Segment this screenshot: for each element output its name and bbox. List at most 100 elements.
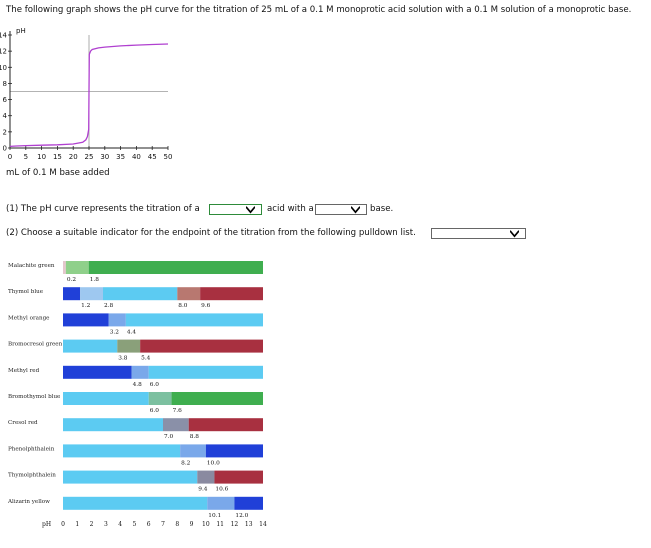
- ph-axis-tick: 2: [90, 521, 94, 528]
- range-label: 1.8: [90, 277, 100, 283]
- indicator-color-segment: [177, 287, 201, 301]
- ph-axis-tick: 8: [175, 521, 179, 528]
- range-label: 0.2: [67, 277, 77, 283]
- y-tick-label: 12: [0, 48, 7, 56]
- ph-titration-chart: 0 2 4 6 8 10 12 14 0 5 10 15 20 25 30 35 40 45 50 pH: [0, 27, 173, 161]
- range-label: 2.8: [104, 303, 114, 309]
- ph-axis-label: pH: [42, 521, 51, 528]
- range-label: 3.2: [110, 329, 120, 335]
- ph-axis-tick: 11: [216, 521, 224, 528]
- indicator-color-segment: [180, 444, 206, 458]
- indicator-color-segment: [117, 339, 141, 353]
- indicator-name: Phenolphthalein: [8, 446, 55, 452]
- ph-chart-xlabel: mL of 0.1 M base added: [6, 168, 110, 178]
- indicator-color-segment: [131, 365, 149, 379]
- indicator-name: Cresol red: [8, 420, 38, 426]
- ph-axis-tick: 14: [259, 521, 267, 528]
- range-label: 8.2: [181, 460, 191, 466]
- indicator-color-segment: [205, 444, 263, 458]
- indicator-color-segment: [188, 418, 263, 432]
- range-label: 6.0: [150, 408, 160, 414]
- indicator-color-segment: [125, 313, 263, 327]
- x-tick-label: 10: [37, 153, 46, 161]
- indicator-name: Thymol blue: [8, 289, 44, 295]
- range-label: 8.0: [178, 303, 188, 309]
- indicator-color-segment: [171, 392, 263, 405]
- range-label: 4.4: [127, 329, 137, 335]
- ph-axis-tick: 1: [75, 521, 79, 528]
- indicator-color-segment: [197, 470, 215, 484]
- y-tick-label: 14: [0, 32, 8, 40]
- x-tick-label: 45: [148, 153, 157, 161]
- range-label: 3.8: [118, 356, 128, 362]
- y-tick-label: 4: [3, 112, 8, 120]
- indicator-color-segment: [148, 392, 172, 405]
- range-label: 4.8: [133, 382, 143, 388]
- ph-axis-tick: 10: [202, 521, 210, 528]
- ph-axis-tick: 0: [61, 521, 65, 528]
- indicator-color-segment: [148, 365, 263, 379]
- indicator-color-segment: [63, 365, 132, 379]
- range-label: 8.8: [190, 434, 200, 440]
- chevron-down-icon: [246, 206, 255, 214]
- x-tick-label: 15: [53, 153, 62, 161]
- indicator-name: Bromocresol green: [8, 342, 63, 348]
- range-label: 6.0: [150, 382, 160, 388]
- indicator-color-segment: [140, 339, 263, 353]
- ph-axis-tick: 5: [133, 521, 137, 528]
- ph-axis-tick: 7: [161, 521, 165, 528]
- x-tick-label: 35: [116, 153, 125, 161]
- range-label: 5.4: [141, 356, 151, 362]
- x-tick-label: 25: [85, 153, 94, 161]
- indicator-name: Thymolphthalein: [8, 473, 56, 479]
- ph-axis-tick: 4: [118, 521, 122, 528]
- x-tick-label: 40: [132, 153, 141, 161]
- indicator-color-segment: [65, 261, 89, 274]
- x-tick-label: 5: [24, 153, 28, 161]
- indicator-color-segment: [63, 470, 198, 484]
- indicator-color-segment: [163, 418, 189, 432]
- indicator-color-segment: [108, 313, 126, 327]
- indicator-color-segment: [103, 287, 178, 301]
- indicator-color-segment: [207, 496, 235, 510]
- indicator-name: Malachite green: [8, 263, 55, 269]
- q1-prefix: (1) The pH curve represents the titratio…: [6, 204, 200, 214]
- indicator-color-segment: [63, 313, 109, 327]
- ph-axis-tick: 12: [231, 521, 239, 528]
- x-tick-label: 50: [164, 153, 173, 161]
- x-tick-label: 0: [8, 153, 12, 161]
- range-label: 10.0: [207, 460, 220, 466]
- question-2-text: (2) Choose a suitable indicator for the …: [6, 228, 416, 238]
- range-label: 1.2: [81, 303, 91, 309]
- range-label: 10.1: [208, 513, 221, 519]
- indicator-color-segment: [200, 287, 263, 301]
- indicator-color-segment: [63, 418, 163, 432]
- indicator-color-segment: [63, 339, 118, 353]
- y-tick-label: 2: [3, 128, 7, 136]
- x-tick-label: 30: [100, 153, 109, 161]
- indicator-name: Methyl orange: [8, 315, 50, 321]
- indicator-range-chart: Malachite green 0.2 1.8 Thymol blue 1.2 2.8 8.…: [7, 261, 267, 528]
- question-1-text: (1) The pH curve represents the titratio…: [6, 204, 200, 214]
- indicator-color-segment: [63, 287, 81, 301]
- question-intro: The following graph shows the pH curve f…: [6, 5, 632, 15]
- y-axis-label: pH: [16, 27, 26, 35]
- ph-curve-line: [9, 43, 169, 148]
- indicator-color-segment: [234, 496, 263, 510]
- indicator-color-segment: [80, 287, 103, 301]
- indicator-name: Methyl red: [8, 368, 40, 374]
- ph-axis-tick: 6: [147, 521, 151, 528]
- indicator-color-segment: [214, 470, 263, 484]
- indicator-color-segment: [63, 392, 149, 405]
- range-label: 7.0: [164, 434, 174, 440]
- y-tick-label: 0: [3, 145, 7, 153]
- ph-axis-tick: 13: [245, 521, 253, 528]
- indicator-color-segment: [63, 261, 66, 274]
- base-strength-dropdown[interactable]: [315, 204, 367, 215]
- indicator-color-segment: [63, 496, 208, 510]
- y-tick-label: 6: [3, 96, 8, 104]
- indicator-name: Alizarin yellow: [7, 499, 50, 505]
- y-tick-label: 8: [3, 80, 7, 88]
- indicator-dropdown[interactable]: [431, 228, 526, 239]
- acid-strength-dropdown[interactable]: [209, 204, 262, 215]
